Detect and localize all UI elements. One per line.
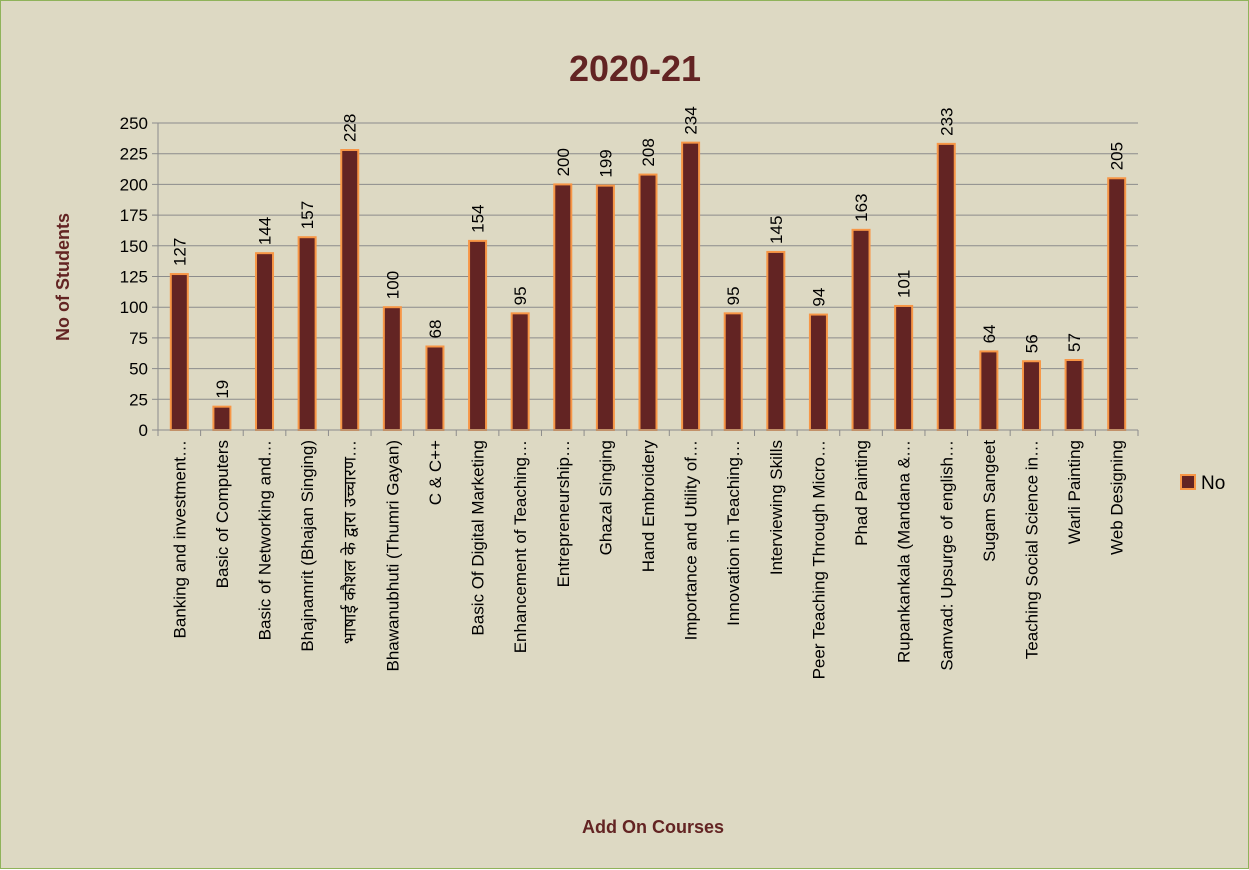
bar (169, 273, 189, 431)
bar (1064, 359, 1084, 431)
data-label: 233 (937, 108, 956, 136)
x-axis-category-labels: Banking and investment… Basic of Computer… (170, 440, 1126, 680)
x-tick-label: Peer Teaching Through Micro… (809, 440, 828, 679)
bar (468, 239, 488, 431)
bar (212, 405, 232, 431)
bar (979, 350, 999, 431)
bar (595, 184, 615, 431)
data-label: 228 (341, 114, 360, 142)
x-tick-label: Hand Embroidery (639, 440, 658, 573)
data-label: 100 (383, 271, 402, 299)
data-label: 145 (767, 216, 786, 244)
bar (638, 173, 658, 431)
x-tick-label: Sugam Sangeet (980, 440, 999, 562)
data-label: 127 (170, 238, 189, 266)
bar (297, 236, 317, 431)
y-tick-label: 0 (139, 421, 148, 440)
y-axis-ticks: 0 25 50 75 100 125 150 175 200 225 250 (120, 114, 158, 440)
x-tick-label: Basic of Networking and… (256, 440, 275, 640)
x-tick-label: Ghazal Singing (596, 440, 615, 555)
data-label: 154 (469, 205, 488, 233)
x-tick-label: Samvad: Upsurge of english… (937, 440, 956, 671)
data-label: 94 (809, 288, 828, 307)
bar (808, 313, 828, 431)
axes (157, 123, 1139, 436)
y-tick-label: 150 (120, 237, 148, 256)
x-tick-label: Phad Painting (852, 440, 871, 546)
x-tick-label: Web Designing (1108, 440, 1127, 555)
bar (255, 252, 275, 431)
bar (936, 142, 956, 431)
x-tick-label: Enhancement of Teaching… (511, 440, 530, 653)
bars (169, 141, 1127, 432)
bar (766, 250, 786, 431)
y-tick-label: 50 (129, 360, 148, 379)
legend-swatch (1180, 474, 1196, 490)
bar (1107, 177, 1127, 431)
data-label: 205 (1108, 142, 1127, 170)
data-label: 64 (980, 324, 999, 343)
x-tick-label: Interviewing Skills (767, 440, 786, 575)
data-label: 234 (682, 106, 701, 134)
data-label: 163 (852, 193, 871, 221)
x-tick-label: Basic Of Digital Marketing (469, 440, 488, 636)
data-label: 199 (596, 149, 615, 177)
data-label: 144 (256, 217, 275, 245)
y-tick-label: 225 (120, 145, 148, 164)
y-axis-title: No of Students (53, 213, 73, 341)
bar (510, 312, 530, 431)
bar (851, 228, 871, 431)
data-label: 68 (426, 320, 445, 339)
y-tick-label: 100 (120, 298, 148, 317)
y-tick-label: 175 (120, 206, 148, 225)
bar (425, 345, 445, 431)
bar (681, 141, 701, 431)
data-label: 157 (298, 201, 317, 229)
x-tick-label: Bhawanubhuti (Thumri Gayan) (383, 440, 402, 672)
bar (553, 183, 573, 431)
data-label: 19 (213, 380, 232, 399)
data-label: 56 (1022, 334, 1041, 353)
x-tick-label: Basic of Computers (213, 440, 232, 588)
x-tick-label: Rupankankala (Mandana &… (895, 440, 914, 663)
data-label: 57 (1065, 333, 1084, 352)
x-axis-title: Add On Courses (582, 817, 724, 837)
data-label: 208 (639, 138, 658, 166)
data-label: 95 (724, 286, 743, 305)
y-tick-label: 75 (129, 329, 148, 348)
y-tick-label: 125 (120, 268, 148, 287)
bar (894, 304, 914, 431)
y-tick-label: 250 (120, 114, 148, 133)
bar (723, 312, 743, 431)
chart-title: 2020-21 (569, 48, 701, 89)
x-tick-label: Importance and Utility of… (682, 440, 701, 640)
bar (340, 149, 360, 432)
x-tick-label: Warli Painting (1065, 440, 1084, 544)
x-tick-label: Innovation in Teaching… (724, 440, 743, 626)
y-tick-label: 25 (129, 390, 148, 409)
legend: No (1180, 473, 1225, 494)
x-tick-label: C & C++ (426, 440, 445, 505)
data-label: 101 (895, 270, 914, 298)
x-tick-label: Bhajnamrit (Bhajan Singing) (298, 440, 317, 652)
x-tick-label: Banking and investment… (170, 440, 189, 638)
x-tick-label: Entrepreneurship… (554, 440, 573, 587)
x-tick-label: Teaching Social Science in… (1022, 440, 1041, 659)
legend-label: No (1201, 473, 1225, 494)
x-tick-label: भाषाई कौशल के द्वारा उच्चारण… (340, 440, 360, 644)
data-label: 95 (511, 286, 530, 305)
y-tick-label: 200 (120, 175, 148, 194)
data-labels: 127 19 144 157 228 100 68 154 95 200 199 208 234 95 14… (170, 106, 1126, 398)
data-label: 200 (554, 148, 573, 176)
bar (1021, 360, 1041, 431)
bar (382, 306, 402, 432)
